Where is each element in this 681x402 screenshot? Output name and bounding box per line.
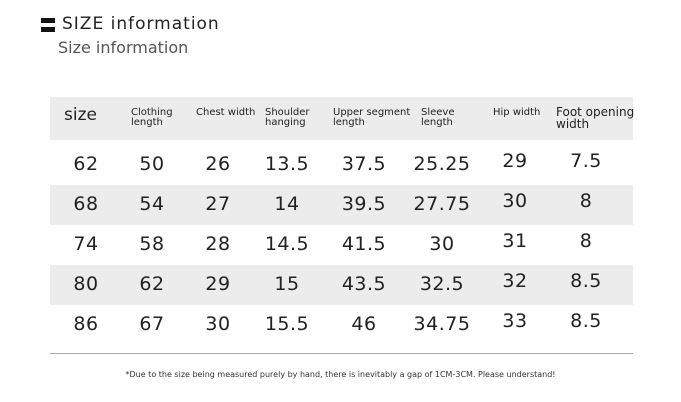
column-header: Upper segment length: [333, 107, 411, 128]
table-cell: 62: [139, 273, 165, 295]
table-cell: 67: [139, 313, 165, 335]
table-cell: 62: [73, 153, 99, 175]
table-cell: 29: [502, 150, 528, 172]
table-cell: 30: [429, 233, 455, 255]
table-cell: 14.5: [264, 233, 310, 255]
table-cell: 41.5: [341, 233, 387, 255]
column-header: size: [64, 105, 97, 125]
table-cell: 74: [73, 233, 99, 255]
table-cell: 15.5: [264, 313, 310, 335]
title: SIZE information: [62, 14, 220, 34]
column-header: Hip width: [493, 107, 541, 118]
table-cell: 29: [205, 273, 231, 295]
column-header: Foot opening width: [556, 105, 635, 131]
row-band: [50, 265, 633, 305]
title-icon: [41, 27, 55, 32]
header-band: [50, 97, 633, 140]
table-cell: 8: [579, 230, 593, 252]
title-icon: [41, 18, 55, 23]
table-cell: 39.5: [341, 193, 387, 215]
column-header: Sleeve length: [421, 107, 455, 128]
column-header: Shoulder hanging: [265, 107, 310, 128]
table-cell: 37.5: [341, 153, 387, 175]
table-cell: 54: [139, 193, 165, 215]
table-cell: 68: [73, 193, 99, 215]
table-cell: 14: [274, 193, 300, 215]
table-cell: 43.5: [341, 273, 387, 295]
table-cell: 28: [205, 233, 231, 255]
footnote: *Due to the size being measured purely b…: [125, 370, 556, 379]
table-cell: 46: [351, 313, 377, 335]
table-cell: 13.5: [264, 153, 310, 175]
table-cell: 34.75: [413, 313, 471, 335]
table-cell: 25.25: [413, 153, 471, 175]
table-cell: 86: [73, 313, 99, 335]
table-cell: 27: [205, 193, 231, 215]
table-cell: 31: [502, 230, 528, 252]
table-cell: 30: [205, 313, 231, 335]
table-cell: 30: [502, 190, 528, 212]
row-band: [50, 185, 633, 225]
column-header: Clothing length: [131, 107, 173, 128]
table-cell: 80: [73, 273, 99, 295]
table-cell: 32: [502, 270, 528, 292]
table-cell: 8.5: [570, 270, 602, 292]
divider: [50, 353, 633, 354]
table-cell: 50: [139, 153, 165, 175]
table-cell: 27.75: [413, 193, 471, 215]
table-cell: 58: [139, 233, 165, 255]
table-cell: 32.5: [419, 273, 465, 295]
table-cell: 26: [205, 153, 231, 175]
table-cell: 7.5: [570, 150, 602, 172]
table-cell: 33: [502, 310, 528, 332]
table-cell: 15: [274, 273, 300, 295]
table-cell: 8: [579, 190, 593, 212]
subtitle: Size information: [58, 38, 189, 57]
column-header: Chest width: [196, 107, 256, 118]
table-cell: 8.5: [570, 310, 602, 332]
